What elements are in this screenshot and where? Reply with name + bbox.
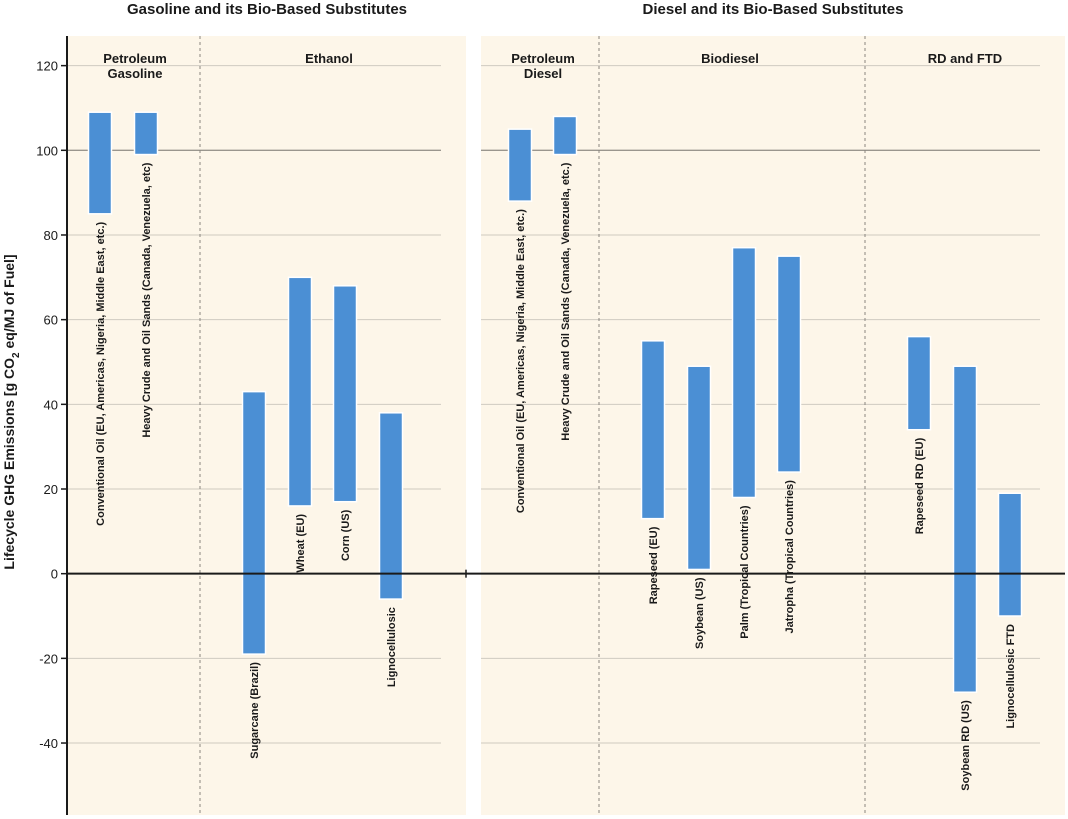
range-bar xyxy=(507,128,533,202)
range-bar xyxy=(552,115,578,156)
range-bar xyxy=(287,276,313,507)
y-tick-label: -40 xyxy=(39,736,58,751)
y-tick-label: 40 xyxy=(44,397,58,412)
section-label: Petroleum xyxy=(511,51,575,66)
range-bar xyxy=(776,255,802,473)
bar-label: Heavy Crude and Oil Sands (Canada, Venez… xyxy=(141,162,153,437)
section-dividers xyxy=(199,36,866,815)
range-bars xyxy=(87,111,1023,693)
section-label: Petroleum xyxy=(103,51,167,66)
panel-title: Diesel and its Bio-Based Substitutes xyxy=(643,1,904,18)
range-bar xyxy=(133,111,159,156)
bar-label: Soybean (US) xyxy=(694,577,706,649)
bar-label: Sugarcane (Brazil) xyxy=(249,662,261,759)
bar-label: Lignocellulosic xyxy=(386,607,398,687)
y-tick-label: 60 xyxy=(44,313,58,328)
bar-label: Rapeseed RD (EU) xyxy=(914,437,926,534)
range-bar xyxy=(686,365,712,571)
section-label: Gasoline xyxy=(108,66,163,81)
chart-text: Gasoline and its Bio-Based Substitutes Pe… xyxy=(36,1,1017,791)
range-bar xyxy=(332,285,358,503)
bar-label: Conventional Oil (EU, Americas, Nigeria,… xyxy=(95,221,107,525)
range-bar xyxy=(640,340,666,520)
panel-title: Gasoline and its Bio-Based Substitutes xyxy=(127,1,407,18)
y-axis-label: Lifecycle GHG Emissions [g CO2 eq/MJ of … xyxy=(1,254,22,569)
range-bar xyxy=(87,111,113,215)
panel-background xyxy=(67,36,466,815)
bar-label: Jatropha (Tropical Countries) xyxy=(784,480,796,634)
y-tick-label: 80 xyxy=(44,228,58,243)
gridlines xyxy=(67,65,1040,744)
y-tick-label: 20 xyxy=(44,482,58,497)
bar-label: Palm (Tropical Countries) xyxy=(739,505,751,639)
range-bar xyxy=(997,492,1023,617)
bar-label: Conventional Oil (EU, Americas, Nigeria,… xyxy=(515,209,527,513)
bar-label: Wheat (EU) xyxy=(295,514,307,573)
axes xyxy=(61,36,1065,815)
bar-label: Lignocellulosic FTD xyxy=(1005,624,1017,729)
range-bar xyxy=(241,390,267,655)
y-tick-label: 120 xyxy=(36,59,58,74)
section-label: Diesel xyxy=(524,66,562,81)
section-label: Ethanol xyxy=(305,51,353,66)
y-tick-label: -20 xyxy=(39,651,58,666)
range-bar xyxy=(952,365,978,693)
y-tick-label: 100 xyxy=(36,143,58,158)
section-label: RD and FTD xyxy=(928,51,1002,66)
bar-label: Heavy Crude and Oil Sands (Canada, Venez… xyxy=(560,162,572,440)
bar-label: Rapeseed (EU) xyxy=(648,526,660,604)
range-bar xyxy=(378,412,404,600)
range-bar xyxy=(731,246,757,499)
bar-label: Soybean RD (US) xyxy=(960,700,972,791)
section-label: Biodiesel xyxy=(701,51,759,66)
range-bar xyxy=(906,335,932,431)
y-tick-label: 0 xyxy=(51,567,58,582)
bar-label: Corn (US) xyxy=(340,509,352,561)
